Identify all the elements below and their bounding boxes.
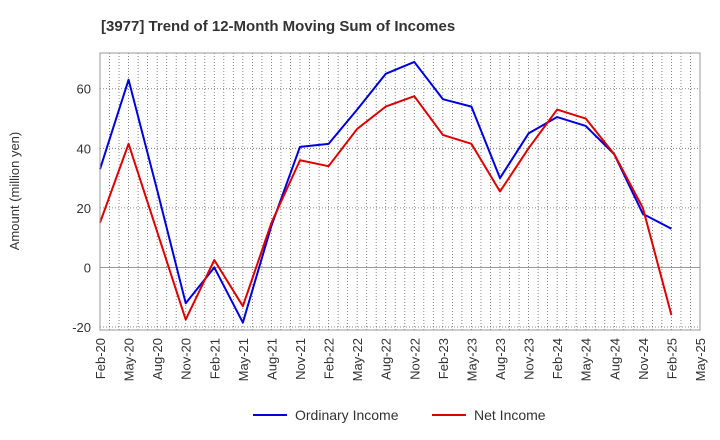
x-tick-label: May-23 <box>464 338 479 381</box>
x-tick-label: Nov-21 <box>293 338 308 380</box>
series-layer <box>99 60 673 324</box>
legend: Ordinary Income Net Income <box>253 407 546 423</box>
x-tick-label: May-22 <box>350 338 365 381</box>
x-tick-label: May-24 <box>579 338 594 381</box>
y-tick-label: 40 <box>77 141 91 156</box>
x-tick-label: Feb-20 <box>93 338 108 379</box>
legend-label-ordinary-income: Ordinary Income <box>295 407 399 423</box>
chart-title: [3977] Trend of 12-Month Moving Sum of I… <box>101 18 455 35</box>
y-tick-labels: -20 0 20 40 60 <box>72 82 91 335</box>
x-tick-label: Feb-24 <box>550 338 565 379</box>
x-tick-label: Nov-23 <box>522 338 537 380</box>
x-tick-label: Feb-21 <box>207 338 222 379</box>
x-tick-label: Aug-20 <box>150 338 165 380</box>
x-tick-label: Feb-25 <box>664 338 679 379</box>
grid-layer <box>100 53 700 330</box>
x-tick-label: Aug-24 <box>607 338 622 380</box>
x-tick-label: Nov-22 <box>407 338 422 380</box>
x-tick-label: May-25 <box>693 338 708 381</box>
plot-frame <box>99 52 701 331</box>
x-tick-label: Nov-20 <box>179 338 194 380</box>
legend-label-net-income: Net Income <box>474 407 546 423</box>
y-tick-label: 0 <box>84 260 91 275</box>
x-tick-label: Feb-22 <box>322 338 337 379</box>
series-line-ordinary-income <box>99 60 672 324</box>
x-tick-label: Nov-24 <box>636 338 651 380</box>
x-tick-label: Aug-23 <box>493 338 508 380</box>
y-axis-label: Amount (million yen) <box>7 132 22 251</box>
y-tick-label: 20 <box>77 201 91 216</box>
x-tick-label: Aug-22 <box>379 338 394 380</box>
x-tick-label: May-21 <box>236 338 251 381</box>
series-line-net-income <box>99 95 673 321</box>
x-tick-label: Feb-23 <box>436 338 451 379</box>
x-tick-label: Aug-21 <box>264 338 279 380</box>
x-tick-labels: Feb-20 May-20 Aug-20 Nov-20 Feb-21 May-21 Aug-… <box>93 338 708 381</box>
y-tick-label: -20 <box>72 320 91 335</box>
x-tick-label: May-20 <box>122 338 137 381</box>
y-tick-label: 60 <box>77 82 91 97</box>
